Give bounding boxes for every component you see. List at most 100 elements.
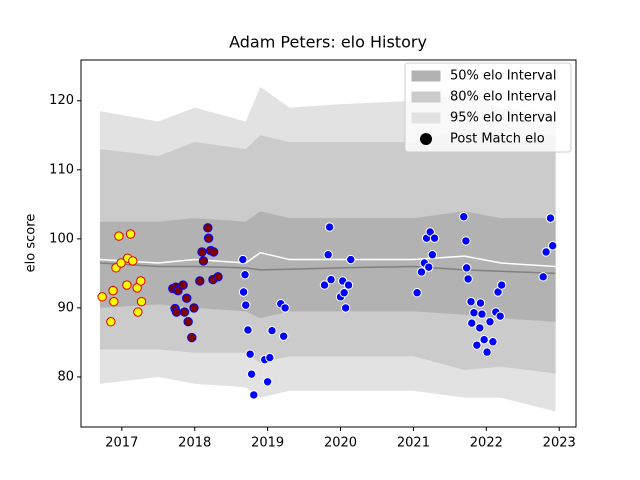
match-point	[243, 325, 253, 335]
legend-box	[404, 62, 572, 153]
match-point	[475, 323, 485, 333]
x-tick-label: 2023	[543, 436, 576, 451]
match-point	[197, 247, 207, 257]
match-point	[267, 325, 277, 336]
x-tick-label: 2019	[251, 436, 284, 451]
match-point	[109, 296, 119, 307]
legend-patch	[411, 70, 441, 82]
match-point	[459, 212, 469, 222]
y-tick-label: 110	[49, 162, 74, 177]
legend-label: 50% elo Interval	[450, 69, 557, 84]
axes-frame	[80, 59, 577, 428]
match-point	[128, 256, 138, 266]
match-point	[467, 318, 477, 328]
match-point	[472, 340, 482, 350]
match-point	[203, 233, 214, 243]
match-point	[262, 377, 273, 387]
match-point	[195, 276, 205, 286]
match-point	[547, 241, 558, 251]
match-point	[319, 280, 330, 290]
match-point	[488, 337, 498, 347]
match-point	[466, 296, 476, 307]
match-point	[246, 369, 257, 379]
match-point	[114, 231, 124, 241]
match-point	[495, 311, 505, 321]
legend-patch	[411, 91, 441, 103]
match-point	[179, 307, 190, 317]
match-point	[240, 270, 250, 280]
match-point	[479, 334, 489, 345]
match-point	[477, 309, 487, 319]
match-point	[265, 352, 275, 363]
match-point	[97, 292, 107, 302]
legend-label: 80% elo Interval	[450, 90, 557, 105]
x-tick-label: 2017	[105, 436, 138, 451]
match-point	[106, 316, 116, 327]
match-point	[178, 280, 188, 290]
match-point	[482, 347, 492, 357]
match-point	[198, 256, 209, 266]
legend-marker	[420, 133, 432, 145]
match-point	[280, 303, 290, 313]
x-tick-label: 2020	[324, 436, 357, 451]
match-point	[541, 247, 551, 257]
chart-title: Adam Peters: elo History	[229, 33, 427, 52]
match-point	[485, 316, 495, 327]
match-point	[416, 267, 427, 277]
match-point	[461, 263, 472, 273]
match-point	[538, 272, 548, 282]
y-axis-label: elo score	[24, 214, 39, 273]
legend-label: 95% elo Interval	[450, 111, 557, 126]
match-point	[189, 303, 199, 313]
match-point	[187, 332, 197, 343]
y-tick-label: 120	[49, 93, 74, 108]
legend-patch	[411, 112, 441, 124]
match-point	[429, 233, 440, 243]
match-point	[249, 390, 259, 400]
match-point	[125, 229, 136, 239]
match-point	[545, 213, 556, 223]
match-point	[346, 254, 356, 265]
match-point	[238, 287, 249, 297]
match-point	[136, 296, 147, 307]
match-point	[496, 280, 507, 290]
match-point	[463, 274, 473, 284]
match-point	[208, 247, 219, 257]
match-point	[203, 223, 213, 233]
match-point	[425, 227, 435, 237]
match-point	[241, 300, 251, 310]
match-point	[278, 331, 289, 341]
y-tick-label: 80	[57, 369, 74, 384]
match-point	[108, 285, 118, 296]
match-point	[171, 307, 182, 317]
y-tick-label: 100	[49, 231, 74, 246]
x-tick-label: 2022	[470, 436, 503, 451]
elo-line	[99, 251, 556, 268]
match-point	[238, 254, 248, 265]
match-point	[461, 236, 471, 246]
match-point	[340, 303, 351, 313]
match-point	[475, 298, 486, 308]
match-point	[182, 293, 192, 303]
match-point	[122, 280, 132, 290]
x-tick-label: 2021	[397, 436, 430, 451]
match-point	[133, 307, 143, 317]
legend-label: Post Match elo	[450, 132, 545, 147]
match-point	[469, 308, 479, 318]
match-point	[326, 274, 336, 285]
elo-line	[99, 262, 556, 275]
match-point	[136, 276, 146, 286]
match-point	[183, 316, 193, 327]
match-point	[116, 258, 126, 268]
match-point	[412, 287, 422, 298]
match-point	[323, 250, 333, 260]
match-point	[343, 280, 354, 290]
match-point	[213, 272, 223, 282]
match-point	[339, 287, 349, 298]
x-tick-label: 2018	[178, 436, 211, 451]
match-point	[427, 250, 438, 260]
match-point	[245, 349, 255, 359]
interval-band	[99, 211, 556, 322]
match-point	[424, 262, 434, 272]
